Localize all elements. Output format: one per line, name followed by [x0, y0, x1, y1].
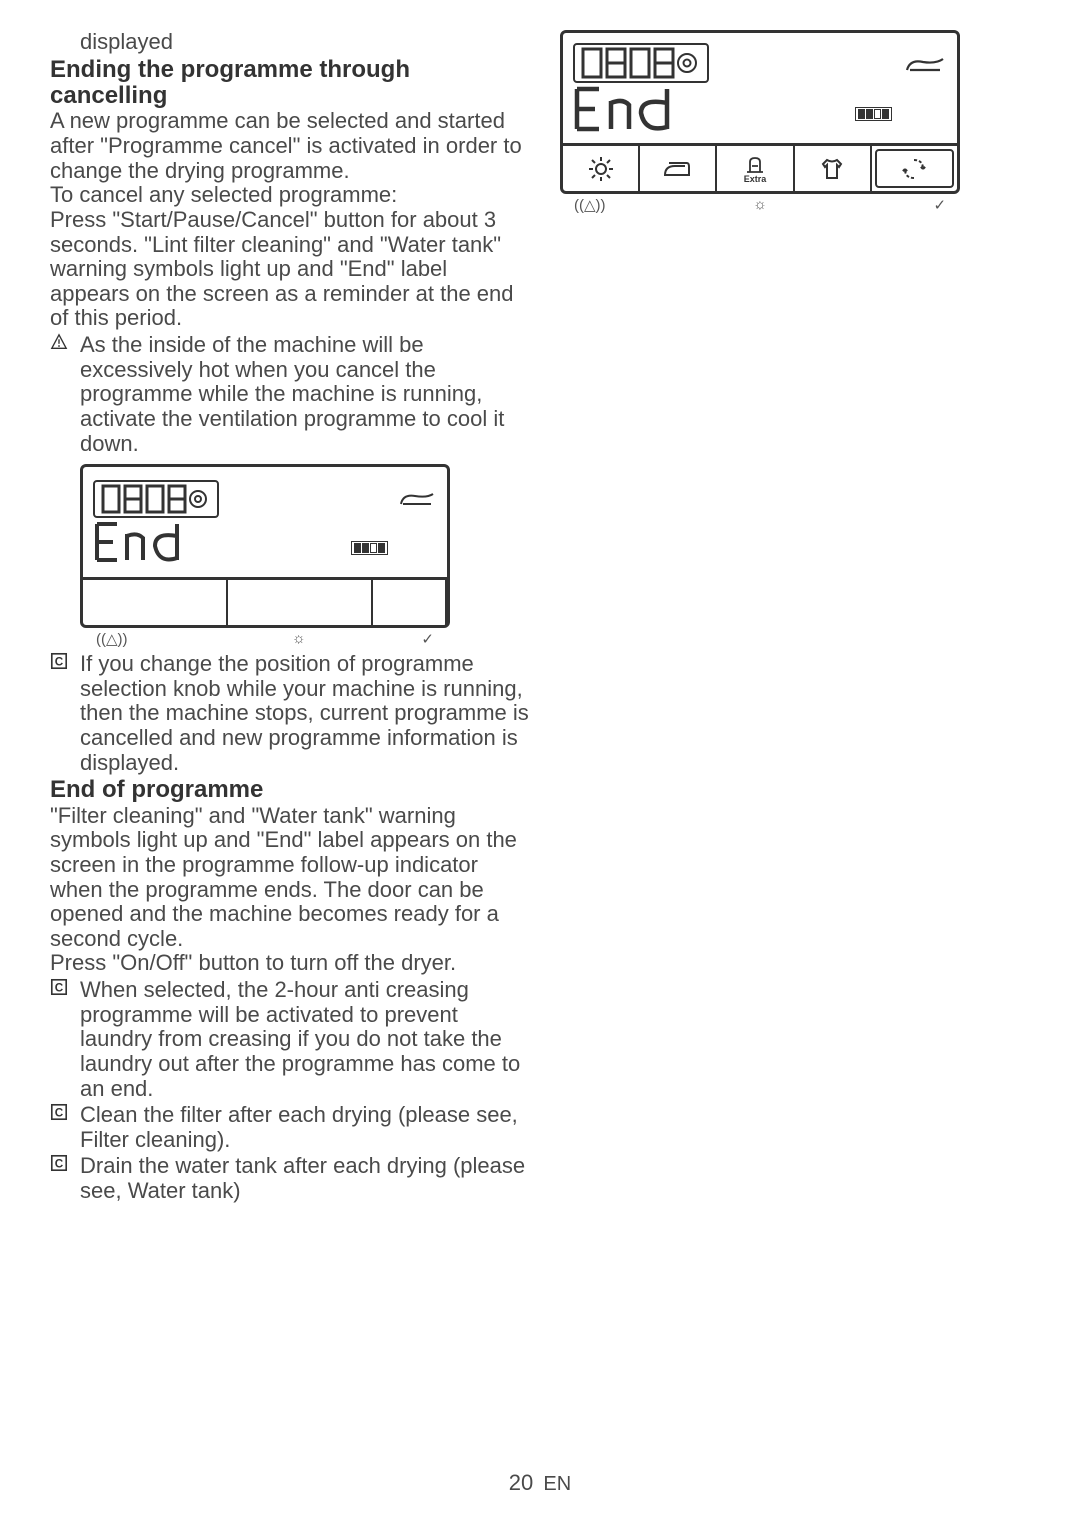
para-filter-cleaning: "Filter cleaning" and "Water tank" warni… — [50, 804, 530, 952]
info-clean-filter: C Clean the filter after each drying (pl… — [50, 1103, 530, 1152]
info-icon-2: C — [50, 978, 74, 996]
info-knob: C If you change the position of programm… — [50, 652, 530, 775]
svg-text:C: C — [55, 982, 64, 995]
info-drain-tank: C Drain the water tank after each drying… — [50, 1154, 530, 1203]
info-icon-3: C — [50, 1103, 74, 1121]
heading-cancelling: Ending the programme through cancelling — [50, 57, 530, 110]
legend-check-1: ✓ — [366, 630, 446, 648]
cell-sun — [563, 146, 640, 191]
svg-text:C: C — [55, 1158, 64, 1171]
warning-icon — [50, 333, 74, 351]
info-icon-4: C — [50, 1154, 74, 1172]
para-to-cancel: To cancel any selected programme: — [50, 183, 530, 208]
panel-legend-2: ((△)) ☼ ✓ — [560, 194, 960, 214]
seg-time-1 — [93, 480, 219, 518]
warning-text: As the inside of the machine will be exc… — [80, 333, 530, 456]
heading-end: End of programme — [50, 777, 530, 803]
info-clean-filter-text: Clean the filter after each drying (plea… — [80, 1103, 530, 1152]
info-anticrease: C When selected, the 2-hour anti creasin… — [50, 978, 530, 1101]
page-lang: EN — [543, 1473, 571, 1495]
seg-end-1 — [93, 520, 282, 564]
page-footer: 20 EN — [0, 1470, 1080, 1496]
extra-label: Extra — [744, 174, 767, 184]
displayed-line: displayed — [50, 30, 530, 55]
para-new-programme: A new programme can be selected and star… — [50, 109, 530, 183]
svg-text:C: C — [55, 656, 64, 669]
legend-buzzer-1: ((△)) — [84, 630, 231, 648]
filter-icon-1 — [397, 490, 437, 508]
display-panel-1: ((△)) ☼ ✓ — [80, 464, 450, 648]
display-panel-2: Extra ((△)) ☼ ✓ — [560, 30, 960, 214]
warning-hot: As the inside of the machine will be exc… — [50, 333, 530, 456]
para-onoff: Press "On/Off" button to turn off the dr… — [50, 951, 530, 976]
para-press-start: Press "Start/Pause/Cancel" button for ab… — [50, 208, 530, 331]
svg-text:C: C — [55, 1107, 64, 1120]
info-anticrease-text: When selected, the 2-hour anti creasing … — [80, 978, 530, 1101]
legend-sun-2: ☼ — [723, 196, 797, 214]
seg-end-2 — [573, 85, 780, 133]
cell-empty-1 — [83, 580, 228, 625]
info-icon-1: C — [50, 652, 74, 670]
tank-icon-1 — [351, 541, 388, 555]
legend-sun-1: ☼ — [231, 630, 366, 648]
seg-time-2 — [573, 43, 709, 83]
panel-legend-1: ((△)) ☼ ✓ — [80, 628, 450, 648]
cell-spin — [875, 149, 954, 188]
cell-shirt — [795, 146, 872, 191]
tank-icon-2 — [855, 107, 892, 121]
info-drain-tank-text: Drain the water tank after each drying (… — [80, 1154, 530, 1203]
page-number: 20 — [509, 1470, 533, 1495]
cell-iron — [640, 146, 717, 191]
info-knob-text: If you change the position of programme … — [80, 652, 530, 775]
filter-icon-2 — [903, 55, 947, 75]
legend-check-2: ✓ — [872, 196, 956, 214]
cell-empty-3 — [373, 580, 447, 625]
cell-extra: Extra — [717, 146, 794, 191]
cell-empty-2 — [228, 580, 373, 625]
legend-buzzer-2: ((△)) — [564, 196, 648, 214]
